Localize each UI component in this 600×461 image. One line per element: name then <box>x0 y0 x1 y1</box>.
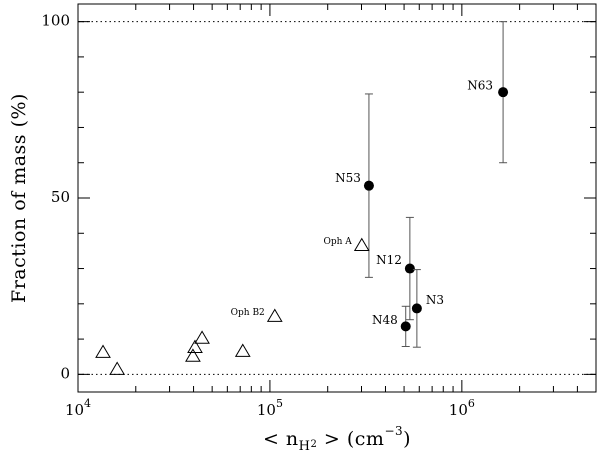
data-point <box>95 344 111 358</box>
x-tick-label: 104 <box>65 397 91 419</box>
x-tick-exponent: 5 <box>276 397 283 410</box>
data-label: N12 <box>376 253 402 267</box>
plot-frame <box>77 3 597 393</box>
data-point <box>194 330 210 344</box>
x-axis-title-part: −3 <box>384 424 403 438</box>
y-tick-label: 100 <box>41 12 70 30</box>
data-label: Oph A <box>323 237 352 247</box>
data-point <box>411 303 422 314</box>
y-tick-label: 0 <box>60 364 70 382</box>
x-tick-base: 10 <box>65 401 84 419</box>
data-point <box>109 361 126 375</box>
data-label: N48 <box>372 313 398 327</box>
data-label: N63 <box>467 79 493 93</box>
data-point <box>498 87 509 98</box>
data-point <box>363 180 374 191</box>
x-tick-exponent: 4 <box>84 397 91 410</box>
y-tick-label: 50 <box>51 188 70 206</box>
x-axis-title-part: 2 <box>310 439 317 450</box>
x-axis-title-part: ) <box>403 428 411 450</box>
x-tick-base: 10 <box>257 401 276 419</box>
data-point <box>266 308 283 322</box>
data-point <box>353 237 370 252</box>
x-tick-label: 105 <box>257 397 283 419</box>
x-axis-title-part: > (cm <box>317 428 384 450</box>
data-point <box>400 321 411 332</box>
x-axis-title: < nH2 > (cm−3) <box>263 424 411 454</box>
x-axis-title-part: < n <box>263 428 299 450</box>
y-axis-title: Fraction of mass (%) <box>8 93 30 303</box>
x-tick-label: 106 <box>449 397 475 419</box>
x-tick-base: 10 <box>449 401 468 419</box>
data-point <box>187 339 203 353</box>
data-label: Oph B2 <box>231 308 265 318</box>
data-label: N3 <box>426 293 444 307</box>
x-tick-exponent: 6 <box>468 397 475 410</box>
data-point <box>234 343 251 357</box>
data-point <box>404 263 415 274</box>
data-label: N53 <box>335 171 361 185</box>
x-axis-title-part: H <box>299 439 311 454</box>
data-point <box>185 348 201 362</box>
